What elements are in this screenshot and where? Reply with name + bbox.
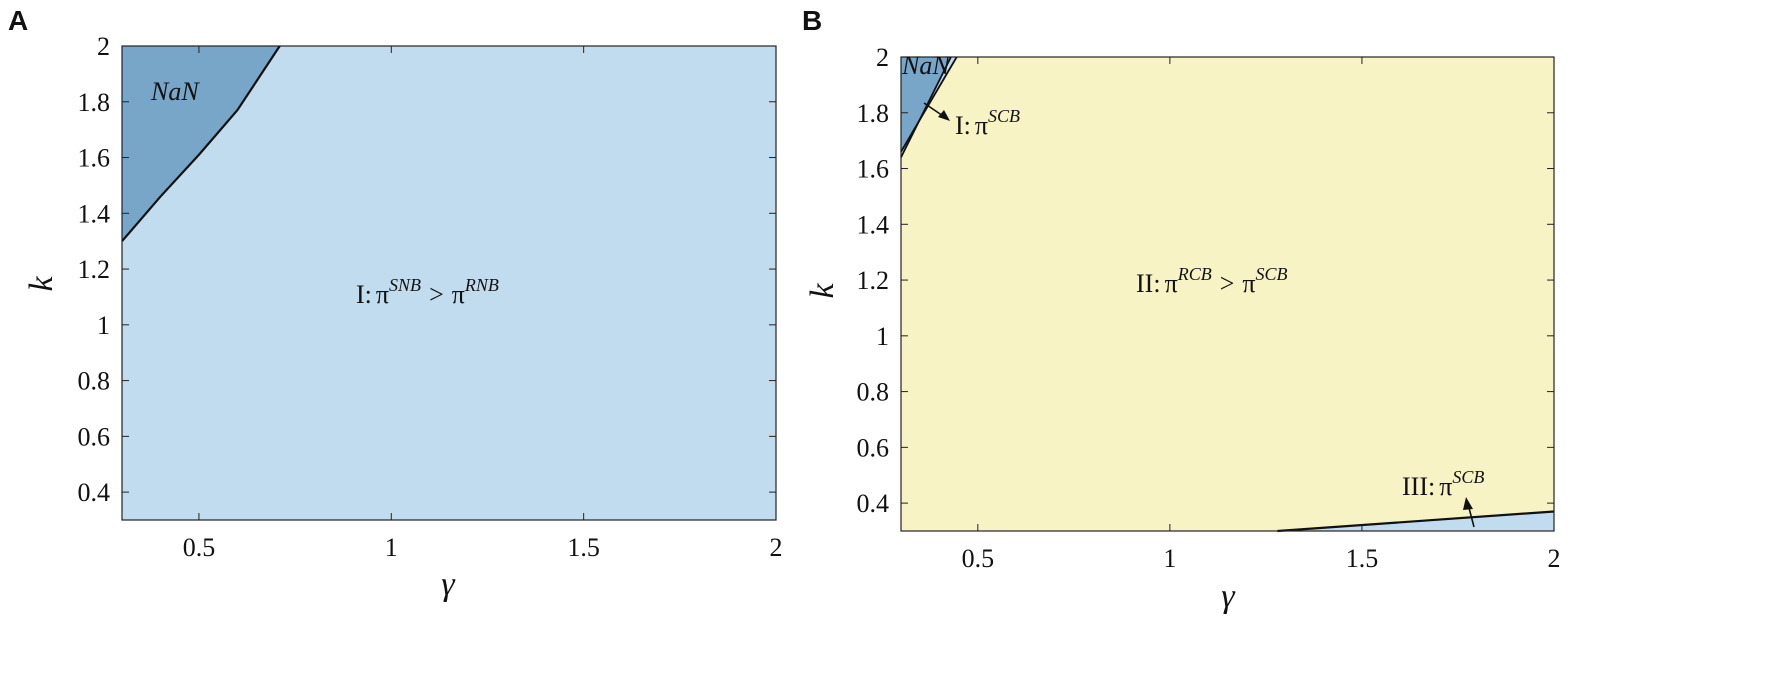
y-axis-label-b: k bbox=[804, 283, 841, 299]
y-tick-label: 2 bbox=[876, 43, 889, 72]
x-tick-label: 1 bbox=[1163, 544, 1176, 573]
y-tick-label: 1 bbox=[876, 322, 889, 351]
panel-b: B 0.5 1 1.5 2 0.4 0.6 0.8 1 1.2 1.4 1.6 1.8 2 II: πRC… bbox=[802, 5, 1561, 615]
y-tick-label: 1.8 bbox=[78, 88, 111, 117]
plot-area-b: 0.5 1 1.5 2 0.4 0.6 0.8 1 1.2 1.4 1.6 1.8 2 bbox=[857, 43, 1561, 573]
y-tick-label: 0.6 bbox=[78, 422, 111, 451]
x-tick-label: 0.5 bbox=[183, 533, 216, 562]
y-tick-label: 2 bbox=[97, 32, 110, 61]
region-label-a-nan: NaN bbox=[150, 77, 200, 106]
region-nan bbox=[122, 46, 280, 242]
region-background bbox=[901, 57, 1554, 531]
y-tick-label: 1.4 bbox=[857, 210, 890, 239]
y-tick-label: 0.4 bbox=[78, 478, 111, 507]
x-tick-label: 0.5 bbox=[962, 544, 995, 573]
arrow-b-i bbox=[923, 102, 950, 121]
y-tick-label: 1.2 bbox=[78, 255, 111, 284]
x-tick-label: 2 bbox=[770, 533, 783, 562]
x-axis-label-b: γ bbox=[1221, 578, 1236, 615]
x-tick-label: 1.5 bbox=[567, 533, 600, 562]
region-label-b-ii: II: πRCB > πSCB bbox=[1136, 264, 1288, 298]
plot-area-a: 0.5 1 1.5 2 0.4 0.6 0.8 1 1.2 1.4 1.6 1.8 2 bbox=[78, 32, 783, 562]
region-label-b-nan: NaN bbox=[901, 51, 951, 80]
plot-frame bbox=[121, 45, 777, 521]
boundary-line bbox=[900, 56, 958, 153]
y-tick-label: 0.4 bbox=[857, 489, 890, 518]
boundary-line bbox=[121, 45, 281, 242]
y-tick-label: 1.8 bbox=[857, 99, 890, 128]
y-tick-label: 0.8 bbox=[857, 378, 890, 407]
panel-letter-b: B bbox=[802, 5, 822, 36]
boundary-line bbox=[900, 56, 952, 158]
region-label-b-i: I: πSCB bbox=[955, 106, 1020, 140]
y-tick-label: 0.6 bbox=[857, 433, 890, 462]
y-tick-label: 1.2 bbox=[857, 266, 890, 295]
region-label-a-i: I: πSNB > πRNB bbox=[356, 275, 499, 309]
x-axis-label-a: γ bbox=[441, 566, 456, 603]
y-tick-label: 1 bbox=[97, 311, 110, 340]
x-tick-label: 2 bbox=[1548, 544, 1561, 573]
x-tick-label: 1.5 bbox=[1346, 544, 1379, 573]
y-tick-label: 1.6 bbox=[78, 144, 111, 173]
x-tick-label: 1 bbox=[385, 533, 398, 562]
boundary-line bbox=[1277, 510, 1555, 533]
region-label-b-iii: III: πSCB bbox=[1402, 467, 1484, 501]
panel-a: A 0.5 1 1.5 2 0.4 0.6 0.8 1 1.2 1.4 1.6 1.8 2 I: πSNB… bbox=[8, 5, 783, 603]
y-axis-label-a: k bbox=[23, 276, 60, 292]
y-tick-label: 1.6 bbox=[857, 155, 890, 184]
panel-letter-a: A bbox=[8, 5, 28, 36]
plot-frame bbox=[900, 56, 1555, 532]
y-tick-label: 0.8 bbox=[78, 367, 111, 396]
arrow-b-iii bbox=[1463, 497, 1475, 528]
region-background bbox=[122, 46, 776, 520]
y-tick-label: 1.4 bbox=[78, 199, 111, 228]
